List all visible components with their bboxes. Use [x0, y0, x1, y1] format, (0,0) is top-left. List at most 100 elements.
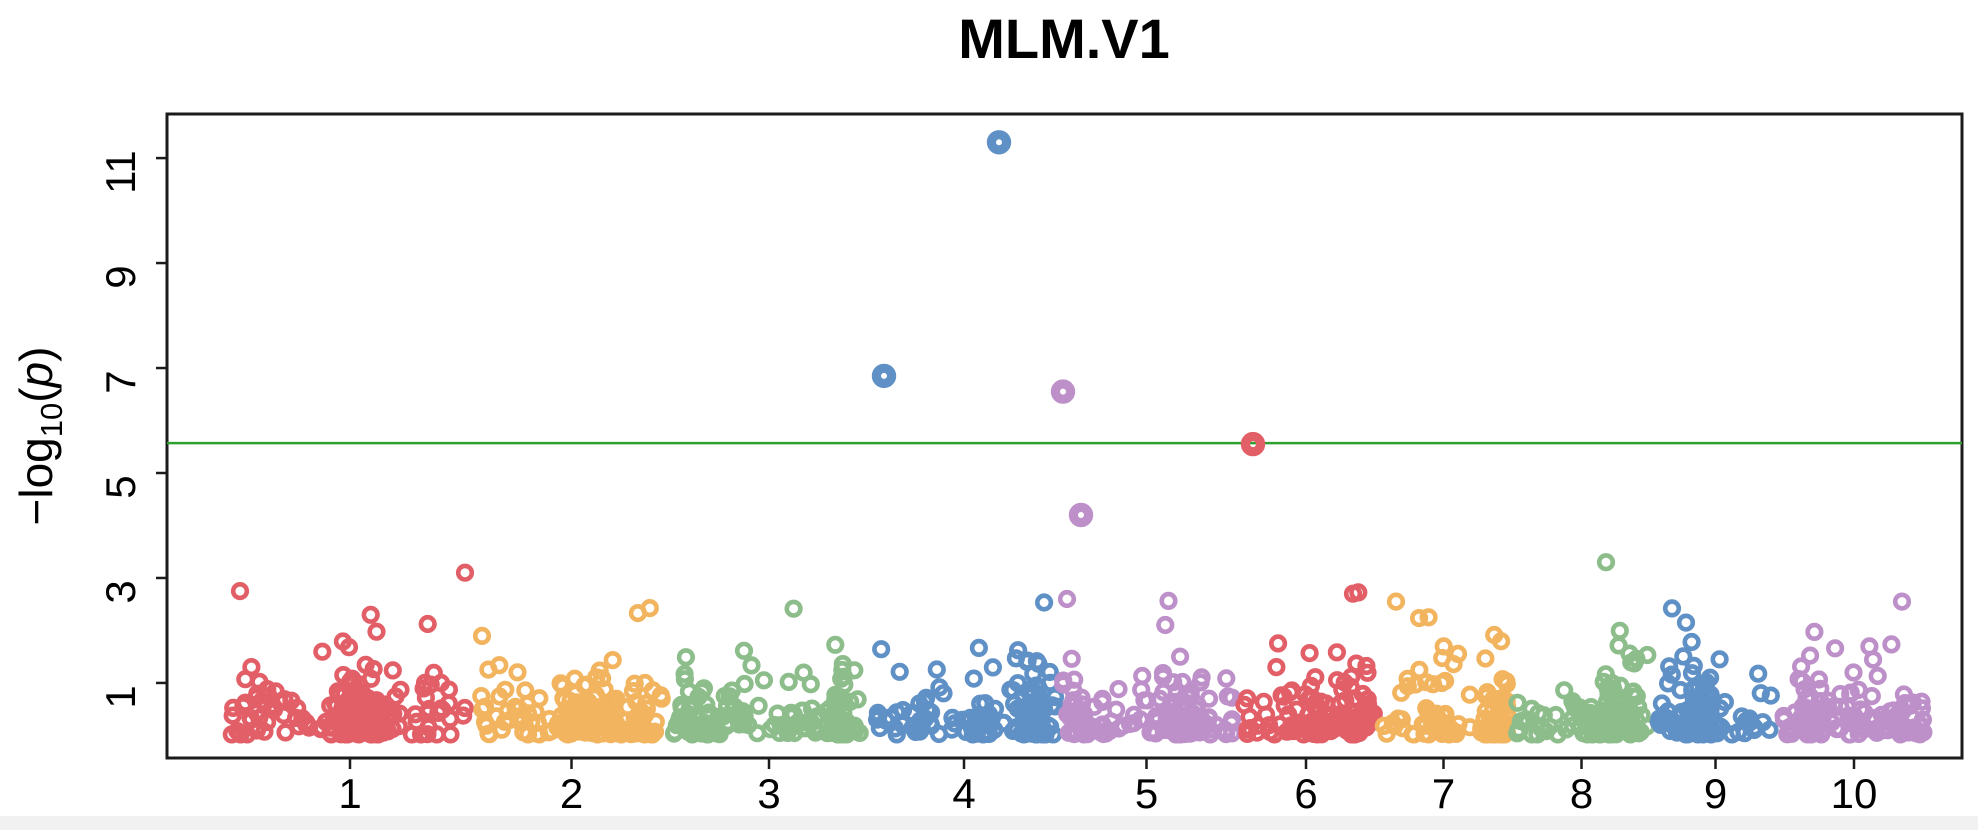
data-point: [598, 716, 617, 735]
data-point: [1793, 672, 1812, 691]
data-point: [596, 706, 615, 725]
data-point: [627, 692, 646, 711]
data-point: [276, 723, 295, 742]
data-point: [1863, 650, 1883, 669]
chart-title: MLM.V1: [958, 7, 1170, 70]
data-point: [1342, 725, 1361, 744]
data-point: [1809, 670, 1829, 689]
data-point: [1566, 699, 1585, 718]
data-point: [247, 719, 266, 738]
data-point: [418, 614, 437, 634]
data-point: [298, 715, 317, 735]
data-point: [528, 724, 547, 743]
data-point: [1156, 615, 1175, 635]
data-point: [1597, 692, 1617, 711]
data-point: [1057, 589, 1077, 609]
data-point: [231, 725, 250, 744]
y-axis-title-subscript: 10: [34, 403, 69, 437]
x-axis-tick-label: 2: [560, 770, 583, 817]
data-point: [1045, 687, 1065, 707]
x-axis-tick-label: 7: [1432, 770, 1455, 817]
data-point: [1609, 636, 1628, 655]
data-point: [679, 705, 699, 724]
data-point: [1065, 670, 1084, 689]
data-point: [1254, 692, 1273, 711]
data-point: [595, 680, 614, 699]
data-point: [1008, 641, 1028, 660]
data-point: [1177, 718, 1196, 738]
data-point: [1331, 704, 1350, 724]
data-point: [778, 723, 797, 743]
data-point: [872, 640, 891, 659]
data-point: [915, 692, 935, 711]
data-point: [1217, 669, 1236, 688]
data-point: [1862, 686, 1881, 706]
data-point: [455, 698, 474, 718]
x-axis-tick-label: 8: [1570, 770, 1593, 817]
data-point: [1662, 665, 1681, 684]
data-point: [781, 703, 801, 723]
data-point: [530, 689, 549, 708]
data-points-layer: [222, 130, 1933, 744]
data-point: [1377, 724, 1396, 743]
data-point: [1658, 674, 1678, 693]
data-point: [496, 680, 515, 699]
data-point: [1841, 683, 1860, 702]
data-point: [1555, 681, 1574, 700]
data-point: [977, 722, 996, 741]
data-point: [1240, 431, 1266, 457]
data-point: [1018, 652, 1037, 672]
data-point: [1745, 720, 1764, 740]
data-point: [1619, 697, 1638, 716]
data-point: [321, 718, 340, 737]
data-point: [361, 605, 380, 624]
data-point: [754, 671, 774, 690]
data-point: [1406, 675, 1425, 694]
data-point: [675, 670, 695, 689]
data-point: [1160, 710, 1179, 730]
data-point: [1485, 625, 1504, 645]
data-point: [1760, 720, 1779, 739]
data-point: [1153, 663, 1173, 683]
data-point: [424, 663, 443, 683]
data-point: [964, 669, 983, 688]
data-point: [1160, 721, 1179, 740]
x-axis-tick-label: 5: [1135, 770, 1158, 817]
data-point: [1596, 553, 1616, 572]
data-point: [1761, 686, 1780, 705]
data-point: [1109, 679, 1128, 699]
data-point: [1662, 599, 1682, 618]
data-point: [749, 696, 768, 715]
data-point: [1327, 643, 1346, 662]
data-point: [1682, 664, 1702, 683]
data-point: [1068, 502, 1094, 528]
data-point: [389, 717, 408, 736]
data-point: [1341, 677, 1360, 697]
data-point: [825, 694, 845, 714]
data-point: [1077, 714, 1096, 733]
data-point: [651, 686, 670, 705]
data-point: [1674, 647, 1693, 666]
data-point: [640, 598, 659, 618]
data-point: [1480, 724, 1499, 744]
plot-area-border: [165, 112, 1964, 760]
data-point: [1124, 705, 1144, 724]
data-point: [274, 705, 293, 725]
data-point: [698, 724, 718, 744]
y-axis-tick-label: 3: [97, 580, 144, 603]
data-point: [868, 703, 888, 723]
data-point: [1300, 643, 1319, 663]
data-point: [1518, 712, 1537, 732]
data-point: [1308, 725, 1327, 744]
data-point: [230, 581, 250, 601]
data-point: [779, 672, 798, 692]
data-point: [383, 661, 402, 680]
data-point: [558, 725, 577, 744]
data-point: [1825, 639, 1845, 658]
data-point: [1403, 724, 1422, 744]
x-axis-tick-label: 4: [952, 770, 975, 817]
data-point: [1267, 657, 1286, 677]
data-point: [1844, 663, 1863, 682]
data-point: [927, 660, 946, 679]
